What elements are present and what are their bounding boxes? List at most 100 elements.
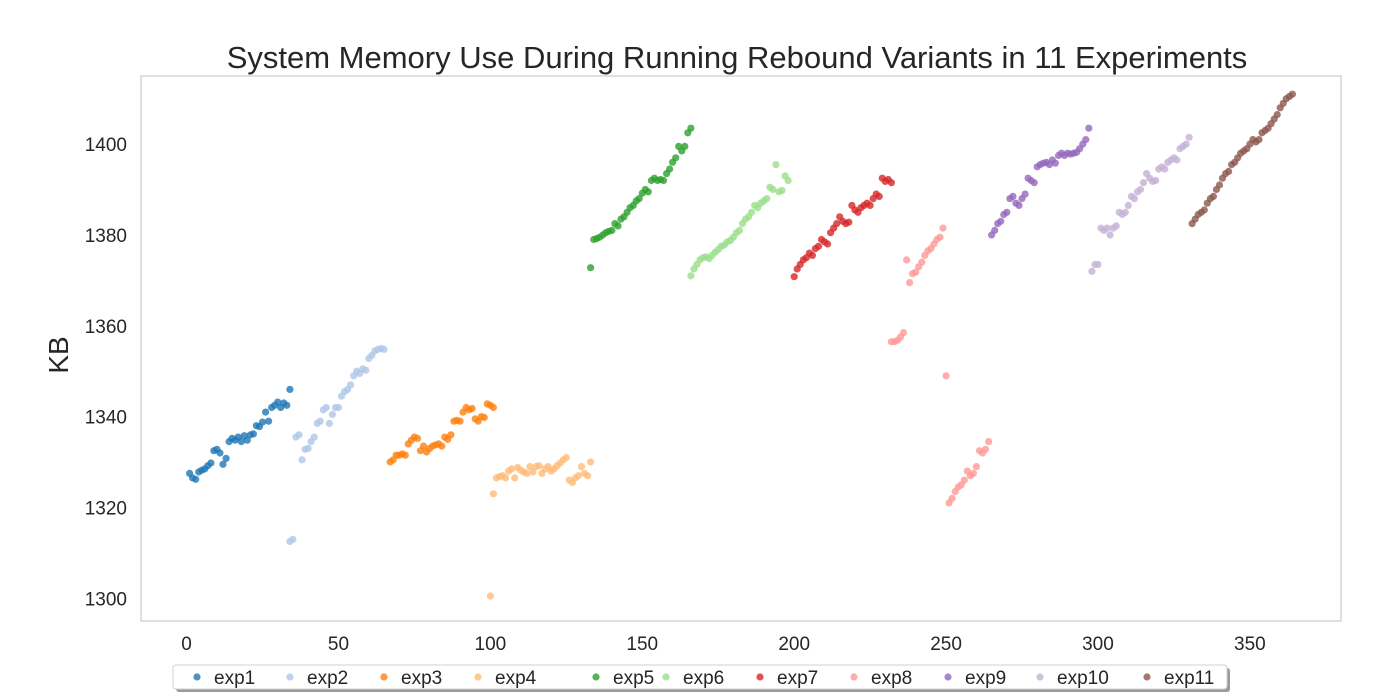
data-point-exp10 [1152,176,1160,185]
data-point-exp9 [1003,208,1011,216]
data-point-exp10 [1124,201,1132,209]
data-point-exp8 [899,329,908,337]
data-point-exp6 [735,226,744,234]
data-point-exp2 [325,419,333,427]
data-point-exp7 [887,179,896,187]
legend-marker-exp7 [756,673,764,681]
data-point-exp9 [1009,192,1017,200]
data-point-exp4 [529,468,537,476]
data-point-exp10 [1182,140,1190,148]
data-point-exp8 [903,256,911,264]
data-point-exp2 [347,381,355,389]
y-tick-label: 1300 [85,589,127,610]
data-point-exp9 [1015,201,1023,209]
data-point-exp8 [948,494,956,502]
data-point-exp8 [969,469,978,477]
x-tick-label: 50 [328,634,349,655]
data-point-exp3 [489,403,497,412]
data-point-exp4 [523,469,531,477]
data-point-exp5 [635,195,643,203]
data-point-exp8 [972,463,981,471]
data-point-exp7 [808,251,817,259]
data-point-exp4 [562,453,570,462]
data-point-exp4 [587,458,595,466]
data-point-exp5 [644,188,652,196]
data-point-exp6 [769,185,777,194]
data-point-exp6 [772,161,780,169]
data-point-exp1 [243,436,251,444]
y-tick-label: 1380 [85,226,127,247]
y-tick-label: 1360 [85,317,127,338]
data-point-exp10 [1130,195,1138,203]
data-point-exp2 [322,403,330,412]
data-point-exp1 [207,459,215,467]
data-point-exp9 [1082,136,1090,144]
data-point-exp8 [912,268,920,276]
data-point-exp10 [1136,185,1145,194]
x-tick-label: 350 [1234,634,1266,655]
data-point-exp2 [362,366,370,374]
data-point-exp9 [1021,190,1029,198]
data-point-exp10 [1103,224,1111,232]
legend-label-exp7: exp7 [777,668,818,689]
y-tick-label: 1340 [85,408,127,429]
data-point-exp10 [1161,165,1169,173]
data-point-exp3 [419,442,428,450]
legend-marker-exp1 [193,673,201,681]
data-point-exp7 [845,218,853,226]
data-point-exp10 [1094,260,1102,269]
data-point-exp3 [438,442,446,450]
data-point-exp5 [687,124,695,132]
data-point-exp2 [316,417,324,425]
x-tick-label: 300 [1082,634,1114,655]
data-point-exp10 [1139,179,1148,187]
legend-marker-exp6 [662,673,670,681]
y-tick-label: 1400 [85,135,127,156]
data-point-exp7 [814,242,823,250]
data-point-exp7 [833,220,841,228]
data-point-exp5 [614,222,622,230]
data-point-exp11 [1273,111,1281,119]
legend-marker-exp9 [944,673,952,681]
data-point-exp1 [222,454,230,462]
data-point-exp4 [574,472,583,480]
legend-marker-exp11 [1143,673,1151,681]
data-point-exp2 [328,410,336,418]
data-point-exp4 [508,465,516,473]
data-point-exp3 [456,417,464,425]
x-axis-ticks: 0 50 100 150 200 250 300 350 [181,634,1265,655]
data-point-exp11 [1255,136,1263,144]
legend-marker-exp4 [474,673,482,681]
x-tick-label: 250 [930,634,962,655]
legend-label-exp1: exp1 [214,668,255,689]
plot-area-frame [140,75,1342,622]
data-point-exp5 [659,176,668,185]
data-point-exp3 [480,413,488,422]
data-point-exp1 [249,430,257,438]
data-point-exp9 [1085,124,1093,132]
data-point-exp8 [942,372,950,380]
x-tick-label: 150 [626,634,658,655]
x-tick-label: 200 [778,634,810,655]
data-point-exp6 [778,186,786,195]
data-point-exp8 [939,224,947,232]
legend-label-exp10: exp10 [1057,668,1109,689]
data-point-exp9 [1030,179,1038,187]
legend: exp1 exp2 exp3 exp4 exp5 exp6 exp7 exp8 exp9 exp1… [172,664,1230,692]
y-axis-label: KB [43,336,74,373]
data-point-exp11 [1200,206,1208,214]
data-point-exp6 [687,272,695,280]
legend-marker-exp3 [380,673,388,681]
data-point-exp1 [216,449,224,457]
legend-box [172,664,1228,690]
data-point-exp5 [681,142,689,150]
legend-marker-exp2 [286,673,294,681]
data-point-exp4 [577,463,586,471]
data-point-exp1 [265,417,273,425]
legend-label-exp3: exp3 [401,668,442,689]
data-point-exp11 [1225,167,1233,175]
data-point-exp2 [304,444,312,452]
data-point-exp4 [502,474,510,482]
legend-label-exp8: exp8 [871,668,912,689]
